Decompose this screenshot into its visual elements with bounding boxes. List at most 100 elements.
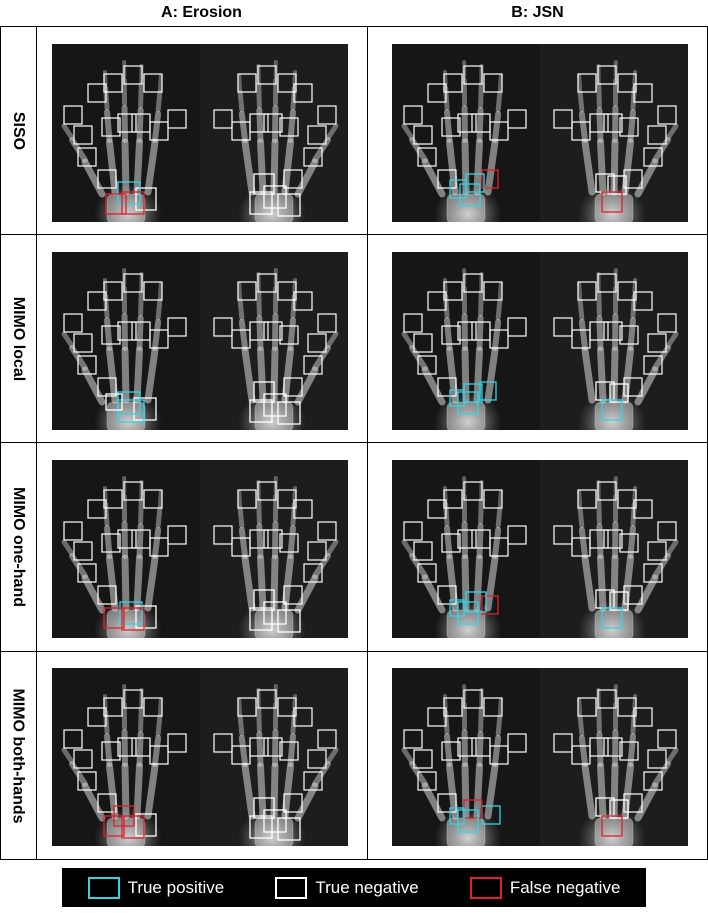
false-negative-box [103, 815, 125, 837]
false-negative-box [601, 191, 623, 213]
true-negative-box [249, 607, 273, 631]
true-negative-box [277, 281, 297, 301]
hand-bones [577, 268, 679, 430]
true-negative-box [617, 489, 637, 509]
true-negative-box [647, 333, 667, 353]
true-negative-box [103, 489, 123, 509]
true-negative-box [427, 707, 447, 727]
true-negative-box [117, 113, 137, 133]
legend-label-true-negative: True negative [315, 877, 419, 897]
false-negative-box [121, 815, 145, 839]
hand-bones [577, 684, 679, 846]
true-negative-box [97, 793, 117, 813]
legend-item-true-negative: True negative [275, 876, 419, 899]
true-negative-box [597, 689, 617, 709]
true-negative-box [643, 147, 663, 167]
true-negative-box [249, 737, 269, 757]
true-negative-box [609, 591, 629, 611]
true-negative-box [101, 325, 121, 345]
grid-label-divider [36, 26, 37, 860]
true-negative-box [263, 321, 283, 341]
true-negative-box [463, 273, 483, 293]
grid-row-divider-2 [0, 442, 708, 443]
true-negative-box [131, 113, 151, 133]
legend-item-true-positive: True positive [87, 876, 224, 899]
true-negative-box [589, 321, 609, 341]
true-negative-box [97, 585, 117, 605]
true-positive-box [449, 179, 467, 199]
true-negative-box [437, 793, 457, 813]
true-negative-box [623, 169, 643, 189]
true-negative-box [143, 281, 163, 301]
true-negative-box [597, 481, 617, 501]
true-negative-box [135, 813, 157, 837]
true-negative-box [633, 83, 653, 103]
true-negative-box [101, 741, 121, 761]
true-negative-box [623, 585, 643, 605]
row-label-siso: SISO [10, 111, 28, 150]
legend-label-false-negative: False negative [509, 877, 621, 897]
true-negative-box [117, 321, 137, 341]
true-negative-box [577, 697, 597, 717]
true-negative-box [257, 273, 277, 293]
true-negative-box [77, 771, 97, 791]
false-negative-box [601, 815, 623, 837]
true-negative-swatch-icon [275, 876, 308, 899]
true-negative-box [131, 529, 151, 549]
true-negative-box [417, 563, 437, 583]
true-negative-box [657, 105, 677, 125]
grid-bottom-border [0, 859, 708, 860]
true-negative-box [87, 83, 107, 103]
true-negative-box [657, 729, 677, 749]
false-negative-box [121, 191, 145, 215]
true-negative-box [277, 489, 297, 509]
true-negative-box [293, 83, 313, 103]
joint-boxes [403, 481, 527, 625]
true-negative-box [413, 749, 433, 769]
true-positive-box [457, 391, 479, 415]
true-negative-box [603, 321, 623, 341]
true-negative-box [77, 147, 97, 167]
joint-boxes [63, 65, 187, 215]
true-negative-box [143, 73, 163, 93]
true-negative-box [609, 799, 629, 819]
true-negative-box [443, 73, 463, 93]
true-negative-box [277, 193, 301, 217]
true-negative-box [293, 707, 313, 727]
joint-boxes [553, 65, 677, 213]
true-negative-box [619, 533, 639, 553]
true-negative-box [303, 563, 323, 583]
true-negative-box [307, 541, 327, 561]
true-negative-box [77, 355, 97, 375]
true-negative-box [589, 113, 609, 133]
true-negative-box [643, 771, 663, 791]
true-negative-box [457, 529, 477, 549]
true-negative-box [103, 73, 123, 93]
joint-boxes [63, 273, 187, 423]
xray-panel-mimo-both-hands-erosion [52, 668, 348, 846]
false-negative-box [481, 169, 499, 189]
true-negative-box [657, 313, 677, 333]
true-negative-box [213, 317, 233, 337]
true-negative-box [63, 313, 83, 333]
true-negative-box [303, 147, 323, 167]
joint-boxes [403, 689, 527, 833]
true-negative-box [657, 521, 677, 541]
true-negative-box [103, 281, 123, 301]
true-negative-box [279, 741, 299, 761]
true-negative-box [483, 697, 503, 717]
true-negative-box [135, 605, 157, 629]
xray-panel-mimo-local-jsn [392, 252, 688, 430]
true-negative-box [437, 169, 457, 189]
grid-column-divider [367, 26, 368, 860]
true-negative-box [603, 113, 623, 133]
true-negative-box [135, 187, 157, 211]
true-negative-box [307, 333, 327, 353]
true-negative-box [63, 521, 83, 541]
true-negative-box [427, 291, 447, 311]
true-negative-box [73, 333, 93, 353]
joint-boxes [213, 65, 337, 217]
hand-bones [577, 476, 679, 638]
xray-panel-mimo-local-erosion [52, 252, 348, 430]
joint-boxes [403, 65, 527, 207]
